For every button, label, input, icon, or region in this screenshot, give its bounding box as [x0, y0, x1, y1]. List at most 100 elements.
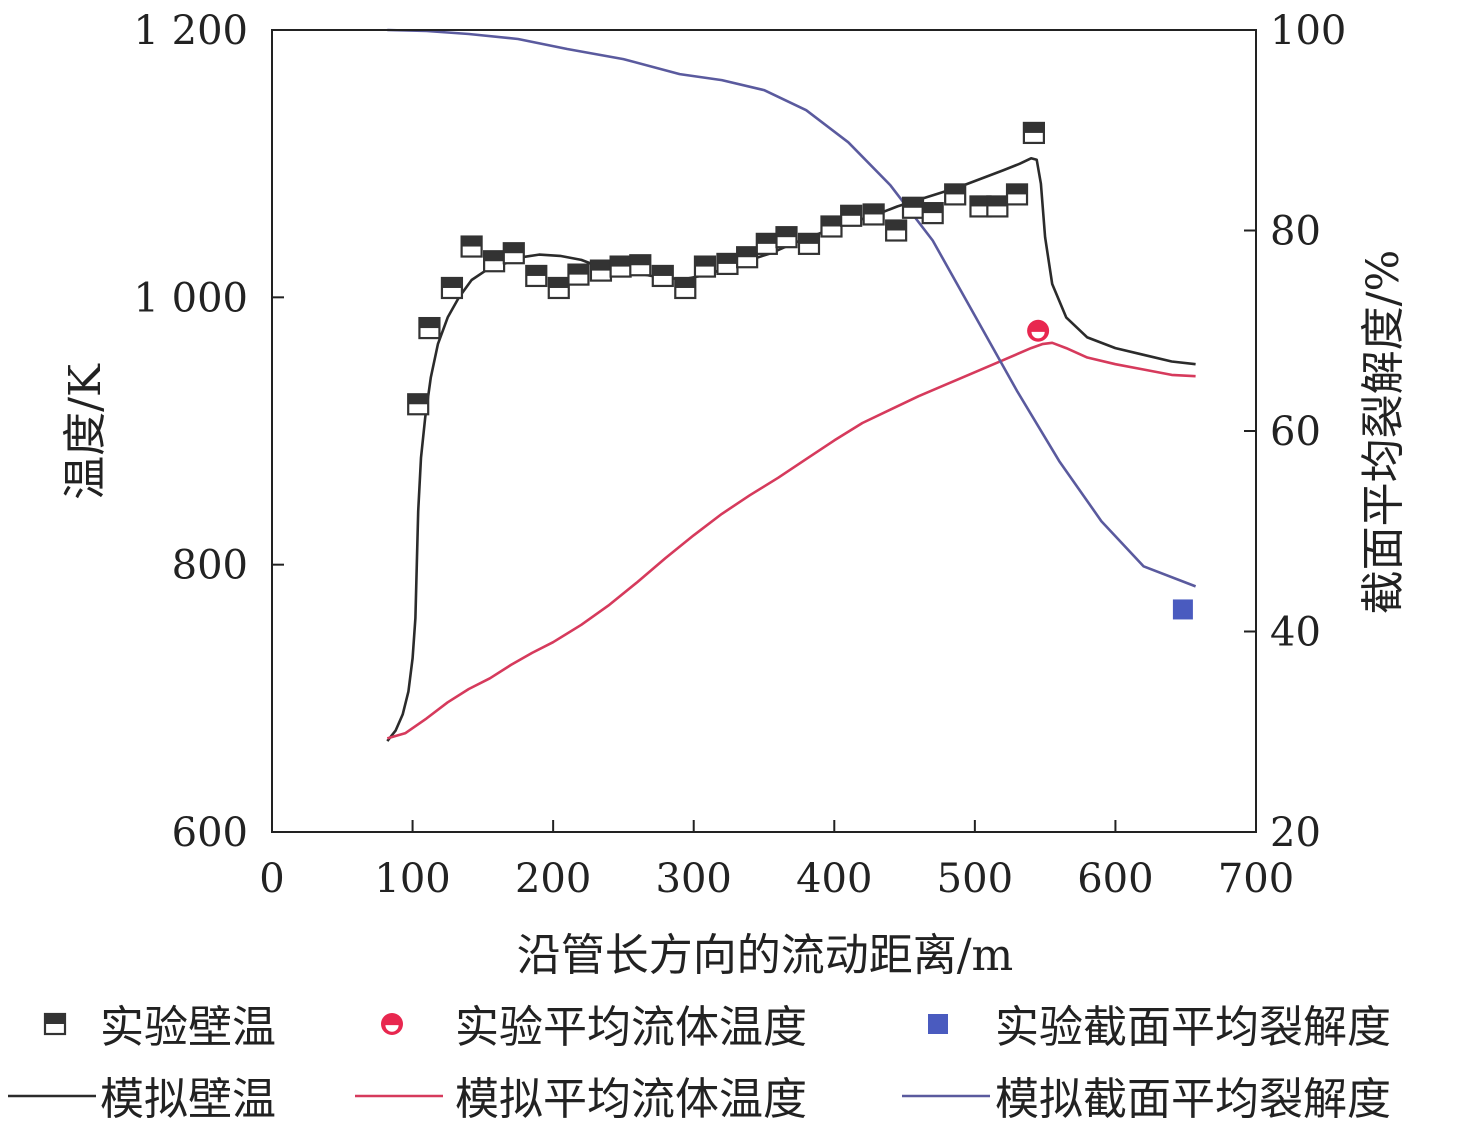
wall-temp-point-fill [1007, 184, 1028, 195]
wall-temp-point-fill [503, 243, 524, 254]
left-y-tick-label: 1 000 [133, 275, 248, 321]
wall-temp-point-fill [675, 277, 696, 288]
right-y-tick-label: 40 [1270, 610, 1321, 656]
wall-temp-point [547, 276, 570, 300]
wall-temp-point-fill [886, 220, 907, 231]
legend-label: 实验截面平均裂解度 [995, 1002, 1391, 1053]
half-filled-circle-icon-hollow [385, 1025, 399, 1032]
wall-temp-point-fill [548, 277, 569, 288]
wall-temp-point-fill [717, 253, 738, 264]
wall-temp-point [407, 393, 430, 416]
legend-label: 实验平均流体温度 [455, 1002, 807, 1053]
wall-temp-point [629, 254, 652, 277]
right-y-tick-label: 100 [1270, 8, 1346, 54]
wall-temp-point [716, 252, 739, 276]
wall-temp-point [885, 219, 908, 242]
wall-temp-point [609, 255, 632, 278]
wall-temp-point-fill [798, 233, 819, 244]
wall-temp-point [1022, 121, 1045, 145]
wall-temp-point [1005, 183, 1029, 206]
wall-temp-point [820, 215, 843, 238]
fluid-temp-point-fill [1027, 319, 1050, 342]
wall-temp-point [901, 196, 925, 219]
wall-temp-point-fill [568, 264, 589, 275]
plot-area [386, 28, 1197, 742]
wall-temp-point-fill [526, 265, 547, 276]
wall-temp-point-fill [694, 256, 715, 267]
wall-temp-point-fill [652, 265, 673, 276]
wall-temp-point-fill [987, 196, 1008, 207]
wall-temp-point-fill [441, 277, 462, 288]
wall-temp-point [921, 202, 944, 225]
left-y-tick-label: 1 200 [133, 8, 248, 54]
wall-temp-point-fill [970, 196, 991, 207]
wall-temp-point-fill [776, 227, 797, 238]
axes: 0 100 200 300 400 500 600 700 600 800 1 000 1 200 20… [133, 8, 1346, 902]
wall-temp-point-fill [756, 233, 777, 244]
wall-temp-point-fill [590, 260, 611, 271]
wall-temp-point [502, 242, 525, 265]
wall-temp-point [418, 316, 441, 340]
wall-temp-point [440, 276, 464, 300]
wall-temp-point [567, 263, 590, 286]
half-filled-square-icon-fill [45, 1014, 65, 1024]
x-tick-label: 0 [259, 856, 284, 902]
half-filled-circle-icon-fill [381, 1013, 403, 1035]
wall-temp-point [986, 195, 1009, 218]
wall-temp-point-fill [737, 247, 758, 258]
x-tick-label: 700 [1218, 856, 1294, 902]
wall-temp-point [483, 250, 506, 273]
fluid-temp-point [1027, 319, 1050, 342]
series-line-模拟截面平均裂解度 [387, 28, 1197, 588]
wall-temp-point-fill [610, 256, 631, 267]
fluid-temp-point-hollow [1031, 331, 1045, 339]
wall-temp-point [674, 276, 697, 300]
left-y-tick-label: 600 [172, 810, 248, 856]
wall-temp-point-fill [461, 236, 482, 247]
legend-label: 实验壁温 [100, 1002, 276, 1053]
cracking-degree-point [1172, 599, 1193, 620]
wall-temp-point-fill [1023, 122, 1044, 133]
wall-temp-point-fill [821, 216, 842, 227]
series-line-模拟平均流体温度 [386, 341, 1196, 740]
wall-temp-point [944, 183, 967, 206]
x-tick-label: 600 [1077, 856, 1153, 902]
legend-label: 模拟截面平均裂解度 [995, 1074, 1391, 1125]
legend-label: 模拟壁温 [100, 1074, 276, 1125]
wall-temp-point-fill [630, 255, 651, 266]
half-filled-circle-icon [381, 1013, 403, 1035]
x-tick-label: 400 [796, 856, 872, 902]
x-tick-label: 300 [656, 856, 732, 902]
right-y-tick-label: 20 [1270, 810, 1321, 856]
wall-temp-point-fill [419, 318, 440, 329]
wall-temp-point [755, 232, 778, 255]
x-tick-label: 100 [374, 856, 450, 902]
wall-temp-point [651, 264, 674, 288]
legend-label: 模拟平均流体温度 [455, 1074, 807, 1125]
wall-temp-point-fill [841, 205, 862, 216]
wall-temp-point-fill [922, 203, 943, 214]
x-tick-label: 500 [937, 856, 1013, 902]
wall-temp-point [797, 232, 821, 255]
right-y-axis-title: 截面平均裂解度/% [1358, 250, 1409, 615]
half-filled-square-icon [43, 1012, 67, 1036]
wall-temp-point [840, 204, 863, 227]
right-y-tick-label: 60 [1270, 409, 1321, 455]
plot-frame [271, 29, 1257, 833]
left-y-tick-label: 800 [172, 543, 248, 589]
wall-temp-point [589, 259, 613, 282]
wall-temp-point [775, 226, 798, 249]
wall-temp-point-fill [903, 197, 924, 208]
wall-temp-point [525, 264, 548, 288]
wall-temp-point-fill [945, 184, 966, 195]
wall-temp-point-fill [408, 394, 429, 405]
wall-temp-point-fill [863, 204, 884, 215]
wall-temp-point [693, 255, 717, 278]
left-y-axis-title: 温度/K [60, 363, 111, 500]
wall-temp-point-fill [484, 251, 505, 262]
wall-temp-point [460, 235, 483, 258]
filled-square-icon [928, 1014, 948, 1034]
x-tick-label: 200 [515, 856, 591, 902]
